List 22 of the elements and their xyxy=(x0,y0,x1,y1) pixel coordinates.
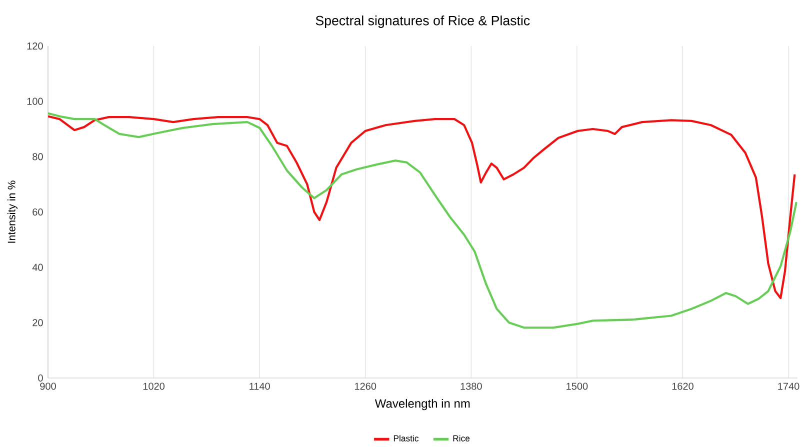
x-tick-label: 900 xyxy=(40,382,56,390)
y-axis-title: Intensity in % xyxy=(8,180,18,243)
y-tick-label: 60 xyxy=(32,208,43,216)
y-tick-label: 20 xyxy=(32,319,43,326)
y-tick-label: 80 xyxy=(32,153,43,160)
line-series xyxy=(48,112,798,329)
y-tick-label: 40 xyxy=(32,264,43,271)
x-tick-label: 1260 xyxy=(354,382,376,390)
line-series xyxy=(48,115,796,300)
chart-title: Spectral signatures of Rice & Plastic xyxy=(316,16,530,28)
legend-label: Rice xyxy=(453,435,470,442)
y-tick-label: 0 xyxy=(38,374,43,382)
x-tick-label: 1380 xyxy=(460,382,482,390)
x-tick-label: 1140 xyxy=(250,382,270,390)
legend-label: Plastic xyxy=(394,435,419,442)
x-axis-title: Wavelength in nm xyxy=(374,398,470,410)
x-tick-label: 1020 xyxy=(143,382,165,390)
x-tick-label: 1620 xyxy=(672,382,694,390)
x-tick-label: 1740 xyxy=(778,382,800,390)
x-tick-label: 1500 xyxy=(566,382,588,390)
y-tick-label: 100 xyxy=(27,98,43,105)
y-tick-label: 120 xyxy=(27,42,43,50)
